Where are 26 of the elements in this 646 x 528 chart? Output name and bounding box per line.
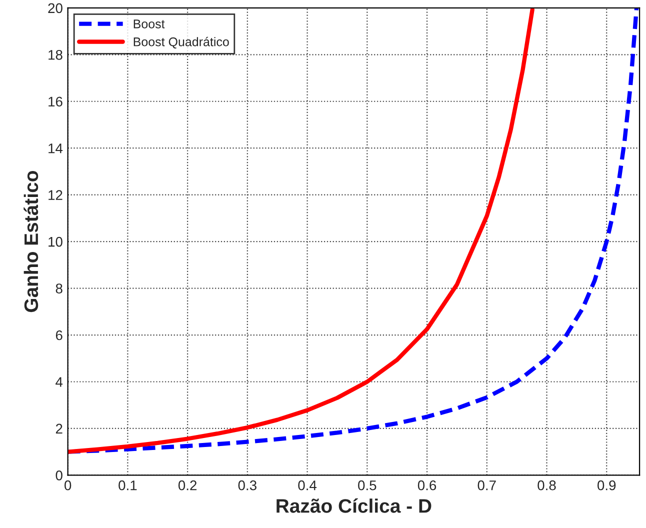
y-tick-label: 18 (48, 50, 62, 60)
y-tick-label: 6 (56, 330, 62, 340)
y-tick-label: 0 (56, 470, 62, 480)
x-tick-label: 0 (64, 480, 72, 490)
x-tick-label: 0.1 (118, 480, 137, 490)
x-tick-label: 0.7 (478, 480, 496, 490)
y-tick-label: 4 (56, 377, 63, 387)
x-tick-label: 0.4 (298, 480, 317, 490)
x-tick-label: 0.2 (178, 480, 197, 490)
y-tick-label: 10 (48, 236, 62, 247)
x-tick-label: 0.9 (598, 480, 616, 490)
y-tick-label: 8 (56, 284, 62, 294)
y-tick-label: 14 (48, 144, 63, 154)
legend-label: Boost Quadrático (134, 36, 229, 48)
y-tick-label: 16 (48, 96, 62, 107)
x-axis-title: Razão Cíclica - D (276, 498, 432, 513)
line-series (68, 8, 534, 454)
y-tick-label: 12 (48, 190, 62, 200)
y-axis-title: Ganho Estático (24, 171, 38, 312)
x-tick-label: 0.8 (538, 480, 556, 490)
x-tick-label: 0.5 (358, 480, 376, 490)
y-tick-label: 2 (56, 424, 62, 434)
x-tick-label: 0.6 (418, 480, 436, 490)
y-tick-label: 20 (48, 3, 62, 14)
legend-label: Boost (134, 20, 165, 28)
x-tick-label: 0.3 (238, 480, 256, 490)
